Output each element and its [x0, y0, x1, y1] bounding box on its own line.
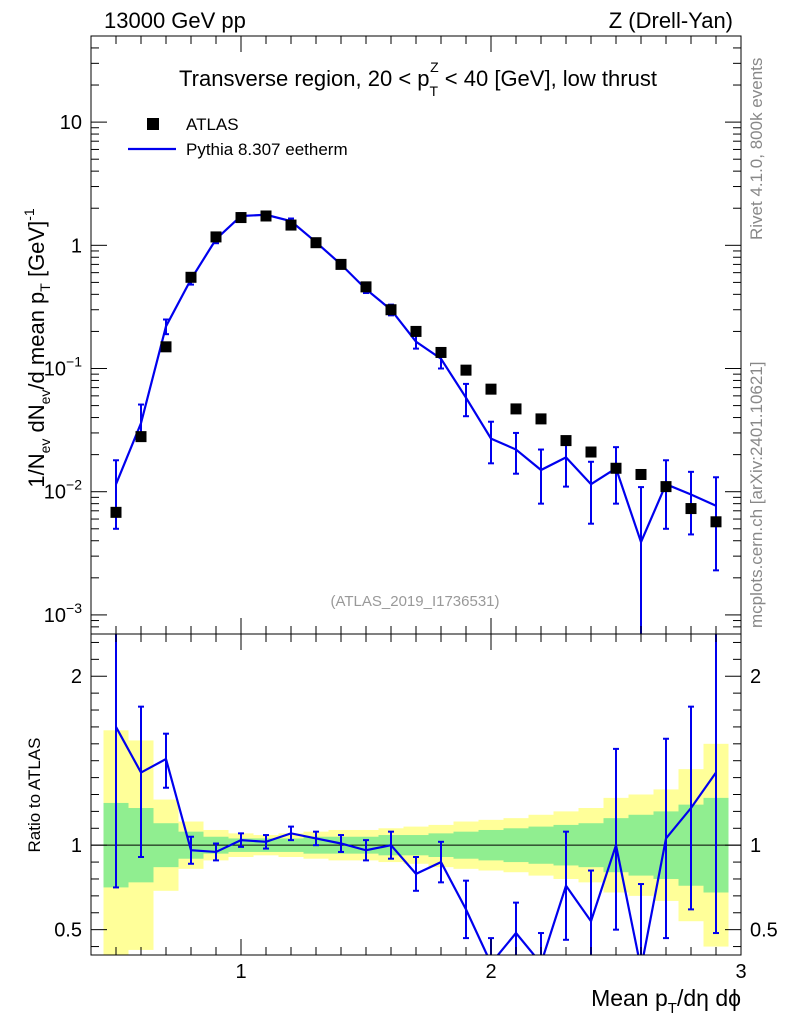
rivet-label: Rivet 4.1.0, 800k events	[747, 58, 766, 240]
legend-atlas-marker	[147, 118, 159, 130]
main-y-tick-label: 10−1	[44, 354, 82, 381]
x-tick-label: 1	[235, 961, 246, 983]
legend: ATLAS Pythia 8.307 eetherm	[128, 115, 348, 159]
ratio-y-tick-label-right: 2	[750, 666, 761, 688]
ratio-y-tick-label-right: 1	[750, 835, 761, 857]
x-tick-label: 3	[735, 961, 746, 983]
ratio-panel: 1 2 30.5 0.51 12 2 Ratio to ATLAS Mean pT/dη …	[25, 633, 778, 1017]
x-axis-label: Mean pT/dη dϕ	[591, 985, 741, 1017]
main-y-tick-label: 10	[60, 112, 82, 134]
atlas-data-point	[285, 219, 297, 231]
process-label: Z (Drell-Yan)	[609, 8, 733, 33]
atlas-data-point	[110, 506, 122, 518]
energy-label: 13000 GeV pp	[104, 8, 246, 33]
atlas-data-point	[135, 431, 147, 443]
atlas-data-point	[560, 435, 572, 447]
main-y-tick-label: 1	[71, 235, 82, 257]
atlas-data-point	[535, 413, 547, 425]
x-tick-label: 2	[485, 961, 496, 983]
ratio-y-axis-label: Ratio to ATLAS	[25, 738, 44, 853]
mcplots-label: mcplots.cern.ch [arXiv:2401.10621]	[747, 362, 766, 628]
atlas-data-point	[185, 271, 197, 283]
ratio-y-tick-label-right: 0.5	[750, 920, 778, 942]
ratio-y-tick-label: 2	[71, 666, 82, 688]
atlas-data-point	[210, 231, 222, 243]
legend-pythia-label: Pythia 8.307 eetherm	[186, 140, 348, 159]
atlas-data-point	[160, 341, 172, 353]
ratio-axis-ticks: 1 2 30.5 0.51 12 2	[54, 634, 778, 983]
ratio-y-tick-label: 0.5	[54, 920, 82, 942]
analysis-label: (ATLAS_2019_I1736531)	[330, 593, 499, 610]
pythia-line	[114, 213, 717, 546]
atlas-data-point	[435, 346, 447, 358]
main-axis-ticks: 10−3 10−2 10−1 1 10	[44, 35, 742, 635]
atlas-data-point	[585, 446, 597, 458]
atlas-data-point	[610, 462, 622, 474]
ratio-plot-content	[91, 634, 741, 955]
atlas-data-point	[685, 503, 697, 515]
ratio-y-tick-label: 1	[71, 835, 82, 857]
atlas-data-point	[260, 210, 272, 222]
atlas-data-point	[710, 516, 722, 528]
main-y-axis-label: 1/Nev dNev/d mean pT [GeV]-1	[21, 208, 53, 488]
atlas-data-point	[235, 212, 247, 224]
atlas-data-point	[385, 304, 397, 316]
atlas-data-point	[660, 481, 672, 493]
atlas-data-point	[460, 364, 472, 376]
legend-atlas-label: ATLAS	[186, 115, 239, 134]
atlas-data-point	[485, 383, 497, 395]
main-plot-content	[110, 210, 722, 634]
atlas-data-point	[510, 403, 522, 415]
atlas-data-point	[410, 325, 422, 337]
atlas-data-point	[635, 468, 647, 480]
main-y-tick-label: 10−2	[44, 477, 82, 504]
atlas-data-point	[335, 258, 347, 270]
atlas-data-point	[360, 281, 372, 293]
main-title: Transverse region, 20 < pTZ < 40 [GeV], …	[179, 59, 657, 99]
atlas-data-point	[310, 237, 322, 249]
main-y-tick-label: 10−3	[44, 600, 82, 627]
